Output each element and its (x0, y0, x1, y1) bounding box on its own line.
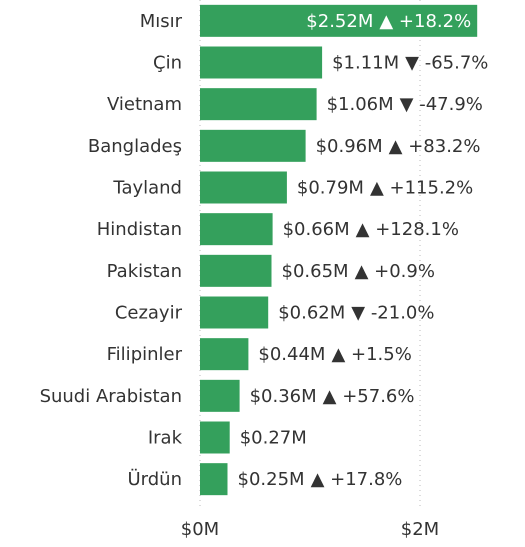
data-label: $0.36M ▲ +57.6% (250, 386, 415, 407)
change-label: ▲ +115.2% (370, 178, 473, 199)
y-tick-label: Vietnam (107, 94, 182, 115)
data-label: $0.27M (240, 428, 307, 449)
bar (200, 463, 228, 496)
value-label: $0.79M (297, 178, 364, 199)
change-label: ▲ +57.6% (323, 386, 415, 407)
change-label: ▼ -21.0% (351, 303, 434, 324)
value-label: $0.25M (238, 469, 305, 490)
data-label: $0.65M ▲ +0.9% (282, 261, 435, 282)
bar (200, 171, 287, 204)
value-label: $2.52M (306, 11, 373, 32)
bar (200, 338, 249, 371)
data-label: $0.96M ▲ +83.2% (316, 136, 481, 157)
x-tick-label: $0M (181, 519, 219, 540)
data-label: $0.25M ▲ +17.8% (238, 469, 403, 490)
value-label: $1.11M (332, 53, 399, 74)
bar (200, 46, 323, 79)
data-label: $1.06M ▼ -47.9% (327, 94, 483, 115)
y-tick-label: Irak (148, 428, 183, 449)
value-label: $0.27M (240, 428, 307, 449)
bar (200, 296, 269, 329)
value-label: $0.96M (316, 136, 383, 157)
bar (200, 88, 317, 121)
y-tick-label: Pakistan (107, 261, 182, 282)
data-label: $0.44M ▲ +1.5% (258, 344, 411, 365)
data-label: $0.79M ▲ +115.2% (297, 178, 473, 199)
bar (200, 421, 230, 454)
data-label: $1.11M ▼ -65.7% (332, 53, 488, 74)
value-label: $0.66M (283, 219, 350, 240)
y-tick-label: Çin (153, 53, 182, 74)
bar (200, 4, 478, 37)
change-label: ▲ +1.5% (331, 344, 411, 365)
change-label: ▲ +0.9% (355, 261, 435, 282)
change-label: ▼ -65.7% (405, 53, 488, 74)
y-tick-label: Ürdün (127, 468, 182, 490)
y-tick-label: Cezayir (115, 303, 183, 324)
value-label: $0.65M (282, 261, 349, 282)
y-tick-label: Tayland (112, 178, 182, 199)
value-label: $0.36M (250, 386, 317, 407)
change-label: ▼ -47.9% (400, 94, 483, 115)
change-label: ▲ +83.2% (389, 136, 481, 157)
data-label: $0.66M ▲ +128.1% (283, 219, 459, 240)
x-tick-label: $2M (401, 519, 439, 540)
bar (200, 129, 306, 162)
bar (200, 254, 272, 287)
y-tick-label: Bangladeş (88, 136, 182, 157)
value-label: $0.62M (278, 303, 345, 324)
change-label: ▲ +128.1% (356, 219, 459, 240)
y-tick-label: Suudi Arabistan (40, 386, 182, 407)
y-tick-label: Mısır (140, 11, 183, 32)
bar (200, 213, 273, 246)
value-label: $1.06M (327, 94, 394, 115)
change-label: ▲ +17.8% (311, 469, 403, 490)
value-label: $0.44M (258, 344, 325, 365)
data-label: $2.52M ▲ +18.2% (306, 11, 471, 32)
bar (200, 379, 240, 412)
data-label: $0.62M ▼ -21.0% (278, 303, 434, 324)
change-label: ▲ +18.2% (379, 11, 471, 32)
y-tick-label: Filipinler (107, 344, 183, 365)
y-tick-label: Hindistan (97, 219, 182, 240)
